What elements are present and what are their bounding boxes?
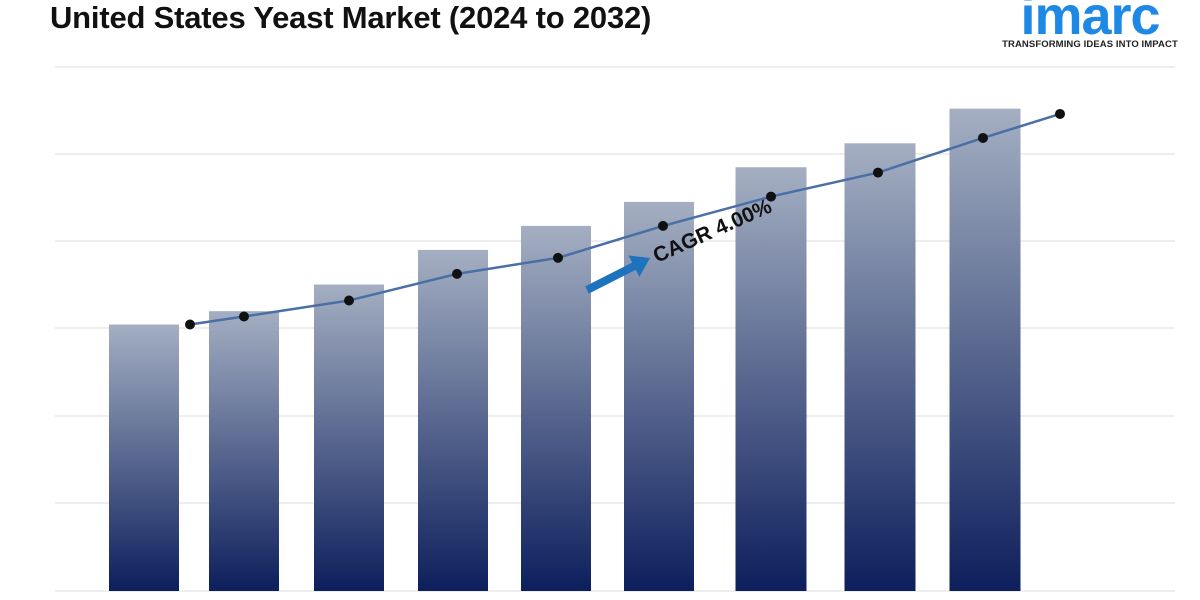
bar-2025 bbox=[209, 311, 279, 591]
bar-2030 bbox=[735, 167, 807, 591]
bar-series bbox=[109, 108, 1021, 591]
cagr-arrow-shaft bbox=[585, 258, 643, 294]
trend-point bbox=[553, 252, 563, 263]
trend-point bbox=[766, 191, 776, 202]
trend-line-group bbox=[185, 108, 1065, 330]
trend-point bbox=[658, 220, 668, 231]
bar-2024 bbox=[109, 324, 179, 591]
trend-line bbox=[189, 112, 1061, 326]
trend-point bbox=[873, 167, 883, 178]
trend-point bbox=[185, 319, 195, 330]
trend-point bbox=[978, 132, 988, 143]
trend-point bbox=[239, 311, 249, 322]
trend-point bbox=[344, 295, 354, 306]
bar-2032 bbox=[949, 108, 1021, 591]
brand-logo: imarc TRANSFORMING IDEAS INTO IMPACT bbox=[995, 0, 1185, 60]
logo-wordmark: imarc bbox=[1020, 0, 1160, 46]
bar-2028 bbox=[521, 225, 591, 591]
cagr-arrow-head bbox=[628, 255, 650, 277]
trend-point bbox=[1055, 108, 1065, 119]
logo-tagline: TRANSFORMING IDEAS INTO IMPACT bbox=[1002, 39, 1178, 50]
bar-2026 bbox=[314, 284, 384, 591]
page-title: United States Yeast Market (2024 to 2032… bbox=[50, 0, 652, 35]
trend-point bbox=[452, 268, 462, 279]
bar-2027 bbox=[418, 249, 488, 591]
bar-2031 bbox=[844, 143, 916, 591]
